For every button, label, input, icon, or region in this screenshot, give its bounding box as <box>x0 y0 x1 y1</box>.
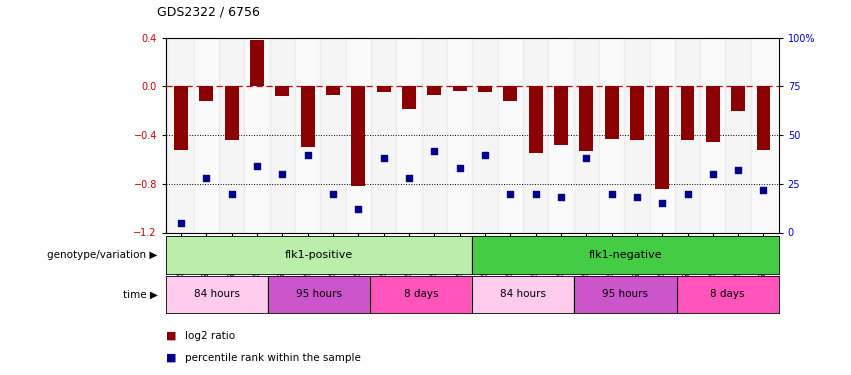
Bar <box>705 86 720 142</box>
Text: 8 days: 8 days <box>404 290 438 299</box>
Text: percentile rank within the sample: percentile rank within the sample <box>185 353 361 363</box>
Bar <box>757 86 770 150</box>
Text: 8 days: 8 days <box>711 290 745 299</box>
Bar <box>276 86 289 96</box>
Bar <box>751 38 776 232</box>
Text: genotype/variation ▶: genotype/variation ▶ <box>47 250 157 260</box>
Point <box>377 155 391 161</box>
Bar <box>649 38 675 232</box>
Point <box>351 206 365 212</box>
Bar <box>630 86 644 140</box>
Bar <box>270 38 295 232</box>
Point <box>174 220 188 226</box>
Bar <box>580 86 593 151</box>
Text: 84 hours: 84 hours <box>500 290 546 299</box>
Bar <box>503 86 517 101</box>
Bar <box>472 236 779 274</box>
Bar <box>726 38 751 232</box>
Text: time ▶: time ▶ <box>123 290 157 299</box>
Bar <box>174 86 188 150</box>
Bar <box>371 38 397 232</box>
Bar <box>681 86 694 140</box>
Bar <box>421 38 447 232</box>
Bar <box>244 38 270 232</box>
Bar <box>677 276 779 313</box>
Point <box>731 167 745 173</box>
Bar <box>655 86 669 189</box>
Bar <box>168 38 194 232</box>
Text: 95 hours: 95 hours <box>603 290 648 299</box>
Bar <box>523 38 548 232</box>
Text: 84 hours: 84 hours <box>194 290 240 299</box>
Text: flk1-negative: flk1-negative <box>589 250 662 260</box>
Bar <box>478 86 492 92</box>
Point <box>301 152 315 157</box>
Point <box>250 163 264 169</box>
Point <box>478 152 492 157</box>
Bar <box>268 276 370 313</box>
Bar <box>199 86 214 101</box>
Point <box>630 194 643 200</box>
Point <box>706 171 720 177</box>
Bar <box>377 86 391 92</box>
Point <box>225 190 238 196</box>
Text: GDS2322 / 6756: GDS2322 / 6756 <box>157 6 260 19</box>
Point <box>528 190 542 196</box>
Bar <box>700 38 726 232</box>
Bar <box>370 276 472 313</box>
Bar <box>675 38 700 232</box>
Bar <box>574 38 599 232</box>
Point <box>580 155 593 161</box>
Text: ■: ■ <box>166 331 180 340</box>
Bar <box>554 86 568 145</box>
Point <box>655 200 669 206</box>
Bar <box>219 38 244 232</box>
Bar <box>166 276 268 313</box>
Point <box>757 187 770 193</box>
Bar <box>320 38 346 232</box>
Bar <box>574 276 677 313</box>
Bar <box>599 38 625 232</box>
Text: flk1-positive: flk1-positive <box>285 250 353 260</box>
Bar <box>472 38 498 232</box>
Bar <box>225 86 239 140</box>
Bar <box>625 38 649 232</box>
Text: ■: ■ <box>166 353 180 363</box>
Bar <box>604 86 619 139</box>
Bar <box>351 86 365 186</box>
Bar <box>498 38 523 232</box>
Bar <box>166 236 472 274</box>
Bar <box>300 86 315 147</box>
Point <box>326 190 340 196</box>
Point <box>453 165 466 171</box>
Bar <box>548 38 574 232</box>
Point <box>681 190 694 196</box>
Point <box>403 175 416 181</box>
Bar <box>397 38 421 232</box>
Text: log2 ratio: log2 ratio <box>185 331 235 340</box>
Bar <box>295 38 320 232</box>
Text: 95 hours: 95 hours <box>296 290 342 299</box>
Point <box>276 171 289 177</box>
Bar <box>346 38 371 232</box>
Bar <box>402 86 416 109</box>
Bar <box>731 86 745 111</box>
Bar <box>194 38 219 232</box>
Bar <box>472 276 574 313</box>
Bar <box>326 86 340 95</box>
Point <box>605 190 619 196</box>
Point <box>427 148 441 154</box>
Bar <box>250 40 264 86</box>
Bar <box>453 86 466 91</box>
Bar <box>447 38 472 232</box>
Point <box>554 194 568 200</box>
Point <box>504 190 517 196</box>
Point <box>200 175 214 181</box>
Bar <box>427 86 442 95</box>
Bar <box>528 86 543 153</box>
